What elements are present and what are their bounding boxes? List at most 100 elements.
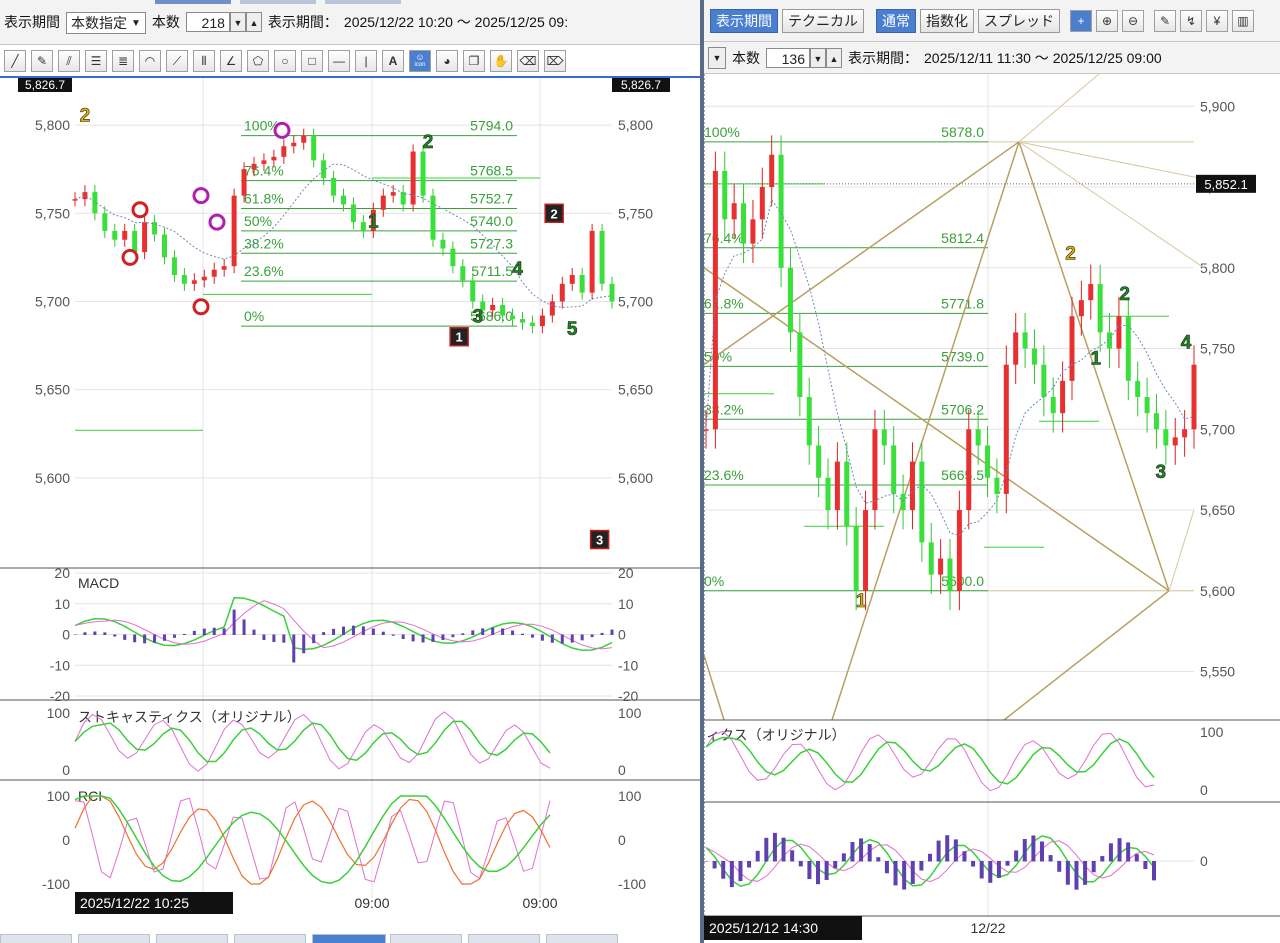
horizontal-lines-icon[interactable]: ☰: [85, 50, 107, 72]
period-label: 表示期間: [4, 14, 60, 30]
normal-button[interactable]: 通常: [876, 8, 916, 33]
technical-button[interactable]: テクニカル: [782, 8, 864, 33]
angle-icon[interactable]: ∠: [220, 50, 242, 72]
period-mode-select[interactable]: 本数指定 ▼: [66, 12, 146, 34]
wave-label: 4: [512, 259, 523, 280]
range-value: 2025/12/11 11:30 ～ 2025/12/25 09:00: [924, 49, 1162, 66]
candle-body: [975, 429, 981, 446]
macd-histogram-bar: [910, 861, 915, 884]
chevron-down-icon: ▼: [131, 17, 141, 29]
bottom-tab[interactable]: [0, 934, 72, 943]
yen-icon[interactable]: ¥: [1206, 9, 1228, 32]
chevron-down-icon[interactable]: ▼: [810, 47, 826, 68]
bottom-tab[interactable]: [234, 934, 306, 943]
bottom-tab[interactable]: [78, 934, 150, 943]
wave-label: 5: [567, 319, 578, 340]
text-icon[interactable]: A: [382, 50, 404, 72]
tab-top[interactable]: [155, 0, 231, 4]
macd-histogram-bar: [884, 861, 889, 874]
macd-histogram-bar: [1152, 861, 1156, 881]
candle-body: [1172, 437, 1178, 446]
chevron-down-icon[interactable]: ▼: [229, 12, 246, 32]
pencil-icon[interactable]: ✎: [31, 50, 53, 72]
vertical-lines-icon[interactable]: ⦀: [193, 50, 215, 72]
smiley-icon[interactable]: ☺ icon: [409, 50, 431, 72]
wave-tool-icon[interactable]: ↯: [1180, 9, 1202, 32]
gann-fan-icon[interactable]: ⟋: [166, 50, 188, 72]
macd-histogram-bar: [580, 634, 584, 641]
macd-histogram-bar: [953, 839, 958, 862]
candle-body: [589, 230, 595, 293]
add-symbol-button[interactable]: +: [1070, 9, 1092, 32]
macd-tick: 0: [1200, 853, 1208, 869]
stamp-icon[interactable]: ◕: [436, 50, 458, 72]
line-icon[interactable]: ╱: [4, 50, 26, 72]
chevron-up-icon[interactable]: ▲: [826, 47, 842, 68]
bottom-tab[interactable]: [546, 934, 618, 943]
pencil-icon[interactable]: ✎: [1154, 9, 1176, 32]
index-button[interactable]: 指数化: [920, 8, 974, 33]
bar-chart-icon[interactable]: ▥: [1232, 9, 1254, 32]
candle-body: [825, 477, 831, 511]
fib-percent: 0%: [244, 308, 264, 324]
macd-histogram-bar: [704, 861, 708, 862]
candle-body: [1153, 413, 1159, 430]
left-chart-canvas[interactable]: 5,800 5,800 5,750 5,750 5,700 5,700 5,650 5,650…: [0, 78, 700, 943]
wave-count-box: [449, 326, 469, 347]
tab-top[interactable]: [325, 0, 401, 4]
candle-body: [510, 315, 516, 320]
wave-label: 1: [368, 211, 379, 232]
count-stepper[interactable]: 136 ▼ ▲: [766, 47, 842, 68]
stoch-tick-right: 100: [618, 705, 642, 721]
macd-histogram-bar: [560, 634, 564, 644]
fan-arc-icon[interactable]: ◠: [139, 50, 161, 72]
bottom-tab[interactable]: [468, 934, 540, 943]
spread-button[interactable]: スプレッド: [978, 8, 1060, 33]
signal-circle-marker: [192, 298, 210, 316]
circle-icon[interactable]: ○: [274, 50, 296, 72]
text-lines-icon[interactable]: ≣: [112, 50, 134, 72]
tab-strip: [0, 0, 700, 4]
right-chart-window: 表示期間 テクニカル 通常 指数化 スプレッド + ⊕ ⊖ ✎ ↯ ¥ ▥ ▼ …: [704, 0, 1280, 943]
eraser-all-icon[interactable]: ⌦: [544, 50, 566, 72]
wave-label: 2: [80, 106, 91, 127]
right-chart-canvas[interactable]: 5,9005,8505,8005,7505,7005,6505,6005,550…: [704, 74, 1280, 943]
y-tick-label-left: 5,650: [35, 382, 70, 398]
count-value[interactable]: 136: [766, 47, 810, 68]
bottom-tab-active[interactable]: [312, 934, 386, 943]
candle-body: [947, 558, 953, 591]
hand-icon[interactable]: ✋: [490, 50, 512, 72]
horizontal-line-icon[interactable]: —: [328, 50, 350, 72]
pane-divider[interactable]: [700, 0, 704, 943]
candle-body: [430, 195, 436, 240]
macd-histogram-bar: [381, 631, 385, 635]
macd-histogram-bar: [471, 630, 475, 635]
count-stepper[interactable]: 218 ▼ ▲: [185, 12, 262, 32]
candle-body: [539, 315, 545, 327]
macd-histogram-bar: [302, 634, 306, 654]
macd-histogram-bar: [755, 850, 760, 862]
eraser-icon[interactable]: ⌫: [517, 50, 539, 72]
candle-body: [938, 558, 944, 575]
vertical-line-icon[interactable]: |: [355, 50, 377, 72]
wave-label: 3: [472, 307, 483, 328]
macd-histogram-bar: [1126, 842, 1131, 862]
period-button[interactable]: 表示期間: [710, 8, 778, 33]
chevron-down-icon[interactable]: ▼: [708, 46, 726, 69]
pentagon-icon[interactable]: ⬠: [247, 50, 269, 72]
chevron-up-icon[interactable]: ▲: [245, 12, 262, 32]
candle-body: [769, 154, 775, 188]
tab-top[interactable]: [240, 0, 316, 4]
candle-body: [152, 222, 158, 235]
copy-icon[interactable]: ❐: [463, 50, 485, 72]
zoom-in-icon[interactable]: ⊕: [1096, 9, 1118, 32]
candle-body: [520, 319, 525, 323]
rectangle-icon[interactable]: □: [301, 50, 323, 72]
parallel-lines-icon[interactable]: ⫽: [58, 50, 80, 72]
macd-histogram-bar: [172, 634, 176, 638]
count-value[interactable]: 218: [185, 12, 230, 32]
bottom-tab[interactable]: [156, 934, 228, 943]
bottom-tab[interactable]: [390, 934, 462, 943]
macd-histogram-bar: [521, 633, 524, 635]
zoom-out-icon[interactable]: ⊖: [1122, 9, 1144, 32]
